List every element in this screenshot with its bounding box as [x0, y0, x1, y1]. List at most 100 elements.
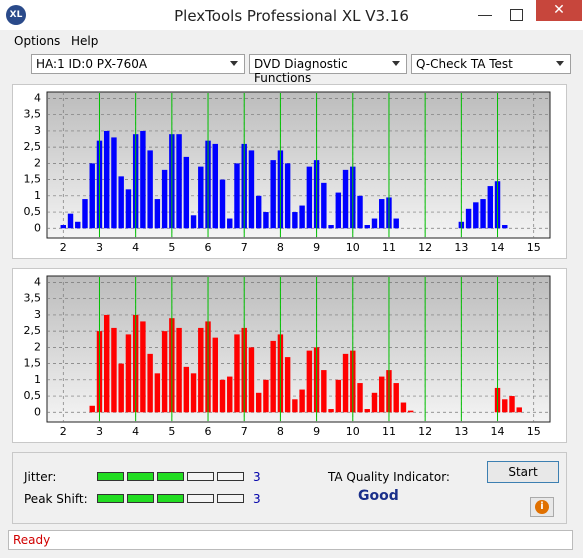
bar — [292, 212, 298, 229]
y-tick-label: 3,5 — [24, 292, 42, 305]
bar — [407, 410, 414, 413]
y-tick-label: 2 — [34, 340, 41, 353]
info-button[interactable]: i — [530, 497, 554, 517]
close-button[interactable]: ✕ — [536, 0, 582, 21]
minimize-button[interactable] — [478, 15, 492, 16]
bar — [190, 373, 197, 413]
bar — [263, 212, 269, 229]
meter-segment — [127, 472, 154, 481]
bar — [393, 218, 399, 229]
bar — [198, 166, 204, 229]
bar — [321, 182, 327, 229]
x-tick-label: 11 — [382, 425, 396, 438]
bar — [379, 199, 385, 229]
meter-segment — [217, 494, 244, 503]
bar — [176, 134, 182, 229]
y-tick-label: 2,5 — [24, 140, 42, 153]
x-tick-label: 15 — [527, 425, 541, 438]
bar — [364, 409, 370, 413]
y-tick-label: 1 — [34, 373, 41, 386]
bar — [154, 199, 161, 229]
bar — [198, 327, 204, 413]
dropdown[interactable]: Q-Check TA Test — [411, 54, 571, 74]
jitter-label: Jitter: — [24, 470, 57, 484]
bar — [509, 396, 515, 413]
bar — [82, 199, 88, 229]
dropdown[interactable]: DVD Diagnostic Functions — [249, 54, 407, 85]
y-tick-label: 3,5 — [24, 108, 42, 121]
bar — [502, 225, 508, 229]
y-tick-label: 1 — [34, 189, 41, 202]
x-tick-label: 13 — [454, 425, 468, 438]
y-tick-label: 0,5 — [24, 389, 42, 402]
bar — [328, 225, 334, 229]
ta-quality-label: TA Quality Indicator: — [328, 470, 450, 484]
x-tick-label: 2 — [60, 241, 67, 254]
bar — [111, 327, 117, 413]
bar — [270, 160, 276, 229]
x-tick-label: 10 — [346, 425, 360, 438]
bar — [292, 399, 298, 413]
meter-segment — [97, 472, 124, 481]
peak-shift-value: 3 — [253, 492, 261, 506]
x-tick-label: 13 — [454, 241, 468, 254]
meter-segment — [127, 494, 154, 503]
bar — [480, 199, 486, 229]
maximize-button[interactable] — [510, 9, 523, 21]
bar — [335, 192, 342, 229]
bar — [147, 353, 153, 413]
bar — [227, 376, 233, 413]
x-tick-label: 14 — [491, 241, 505, 254]
jitter-meter — [97, 472, 267, 484]
bar — [161, 169, 168, 229]
bar — [306, 350, 313, 413]
bar — [227, 218, 233, 229]
jitter-value: 3 — [253, 470, 261, 484]
bar — [255, 392, 262, 413]
start-button[interactable]: Start — [487, 461, 559, 483]
bar — [306, 166, 313, 229]
bar — [335, 379, 342, 413]
bar — [393, 383, 399, 413]
meter-segment — [97, 494, 124, 503]
bar — [284, 357, 291, 413]
y-tick-label: 3 — [34, 124, 41, 137]
bar — [342, 169, 349, 229]
bar — [212, 337, 218, 413]
meter-segment — [187, 472, 214, 481]
x-tick-label: 7 — [241, 241, 248, 254]
bar — [371, 392, 378, 413]
menu-item[interactable]: Help — [71, 34, 99, 48]
bar — [248, 150, 255, 229]
bar — [465, 208, 472, 229]
bar — [364, 225, 370, 229]
bar — [140, 130, 146, 229]
x-tick-label: 14 — [491, 425, 505, 438]
bar — [154, 373, 161, 413]
bar — [89, 163, 95, 229]
bar — [125, 189, 132, 229]
bar — [487, 186, 494, 229]
bar — [516, 407, 522, 413]
bar — [183, 366, 190, 413]
bar — [118, 176, 124, 229]
bar — [89, 405, 95, 413]
bar — [299, 205, 305, 229]
y-tick-label: 0,5 — [24, 205, 42, 218]
bar — [67, 213, 74, 229]
bar — [342, 353, 349, 413]
bar — [103, 314, 110, 413]
menu-item[interactable]: Options — [14, 34, 61, 48]
bar — [263, 379, 269, 413]
dropdown[interactable]: HA:1 ID:0 PX-760A — [31, 54, 245, 74]
x-tick-label: 8 — [277, 425, 284, 438]
x-tick-label: 5 — [168, 425, 175, 438]
x-tick-label: 12 — [418, 425, 432, 438]
y-tick-label: 4 — [34, 91, 41, 104]
bar — [299, 389, 305, 413]
bar — [161, 331, 168, 413]
meter-segment — [187, 494, 214, 503]
x-tick-label: 8 — [277, 241, 284, 254]
bar — [234, 334, 240, 413]
bar — [125, 334, 132, 413]
